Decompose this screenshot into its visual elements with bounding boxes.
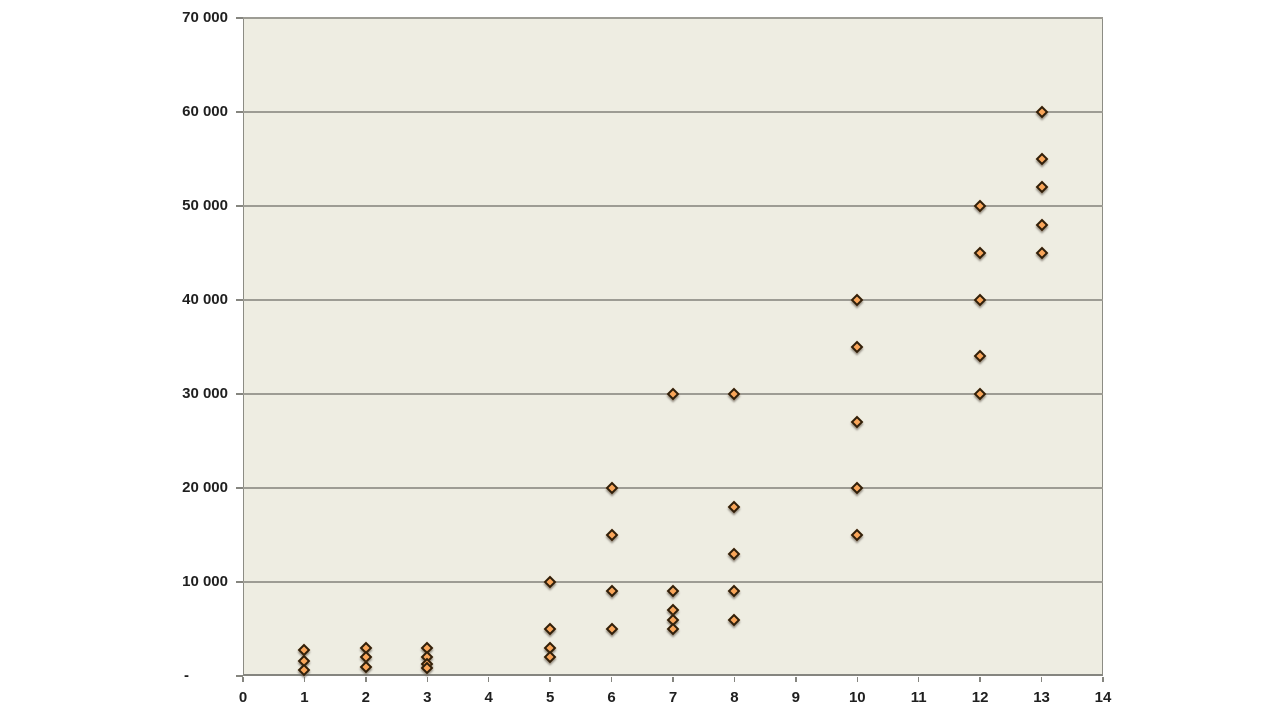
y-axis-tick-label: 50 000 bbox=[182, 197, 228, 214]
x-axis-tick bbox=[917, 677, 920, 682]
y-axis-tick-label: 40 000 bbox=[182, 291, 228, 308]
x-axis-tick bbox=[733, 677, 736, 682]
y-axis-tick bbox=[236, 675, 243, 677]
x-axis-tick bbox=[487, 677, 490, 682]
x-axis-tick bbox=[795, 677, 797, 682]
gridline bbox=[243, 111, 1103, 113]
x-axis-tick bbox=[610, 677, 613, 682]
gridline bbox=[243, 487, 1103, 489]
gridline bbox=[243, 17, 1103, 19]
gridline bbox=[243, 205, 1103, 207]
x-axis-tick-label: 5 bbox=[545, 689, 555, 706]
y-axis-tick-label: 20 000 bbox=[182, 479, 228, 496]
x-axis-tick-label: 2 bbox=[361, 689, 371, 706]
y-axis-tick-label: 60 000 bbox=[182, 103, 228, 120]
y-axis-tick bbox=[236, 17, 243, 19]
plot-area bbox=[243, 18, 1103, 676]
x-axis-tick-label: 1 bbox=[300, 689, 309, 706]
x-axis-tick-label: 8 bbox=[730, 689, 739, 706]
y-axis-tick-label: 70 000 bbox=[182, 9, 228, 26]
x-axis-tick-label: 14 bbox=[1094, 689, 1112, 706]
y-axis-tick bbox=[236, 299, 243, 301]
gridline bbox=[243, 581, 1103, 583]
y-axis-tick bbox=[236, 205, 243, 207]
x-axis-tick bbox=[365, 677, 367, 682]
x-axis-tick bbox=[549, 677, 551, 682]
x-axis-tick bbox=[672, 677, 674, 682]
x-axis-tick bbox=[856, 677, 859, 682]
y-axis-tick bbox=[236, 393, 243, 395]
x-axis-tick-label: 4 bbox=[484, 689, 493, 706]
x-axis-tick-label: 3 bbox=[423, 689, 432, 706]
x-axis-tick bbox=[303, 677, 306, 682]
y-axis-tick-label: 30 000 bbox=[182, 385, 228, 402]
x-axis-tick-label: 9 bbox=[791, 689, 801, 706]
gridline bbox=[243, 299, 1103, 301]
x-axis-tick-label: 7 bbox=[668, 689, 678, 706]
x-axis-tick-label: 10 bbox=[848, 689, 866, 706]
y-axis-tick bbox=[236, 111, 243, 113]
x-axis-tick bbox=[426, 677, 429, 682]
x-axis-tick-label: 13 bbox=[1033, 689, 1050, 706]
x-axis-tick-label: 0 bbox=[238, 689, 248, 706]
x-axis-tick-label: 11 bbox=[910, 689, 927, 706]
y-axis-tick-label: 10 000 bbox=[182, 573, 228, 590]
x-axis-tick bbox=[1040, 677, 1043, 682]
x-axis-tick bbox=[979, 677, 981, 682]
y-axis-tick-label: - bbox=[184, 667, 189, 684]
x-axis-tick bbox=[1102, 677, 1104, 682]
x-axis-tick bbox=[242, 677, 244, 682]
x-axis-tick-label: 12 bbox=[971, 689, 989, 706]
y-axis-tick bbox=[236, 487, 243, 489]
x-axis-tick-label: 6 bbox=[607, 689, 616, 706]
y-axis-tick bbox=[236, 581, 243, 583]
